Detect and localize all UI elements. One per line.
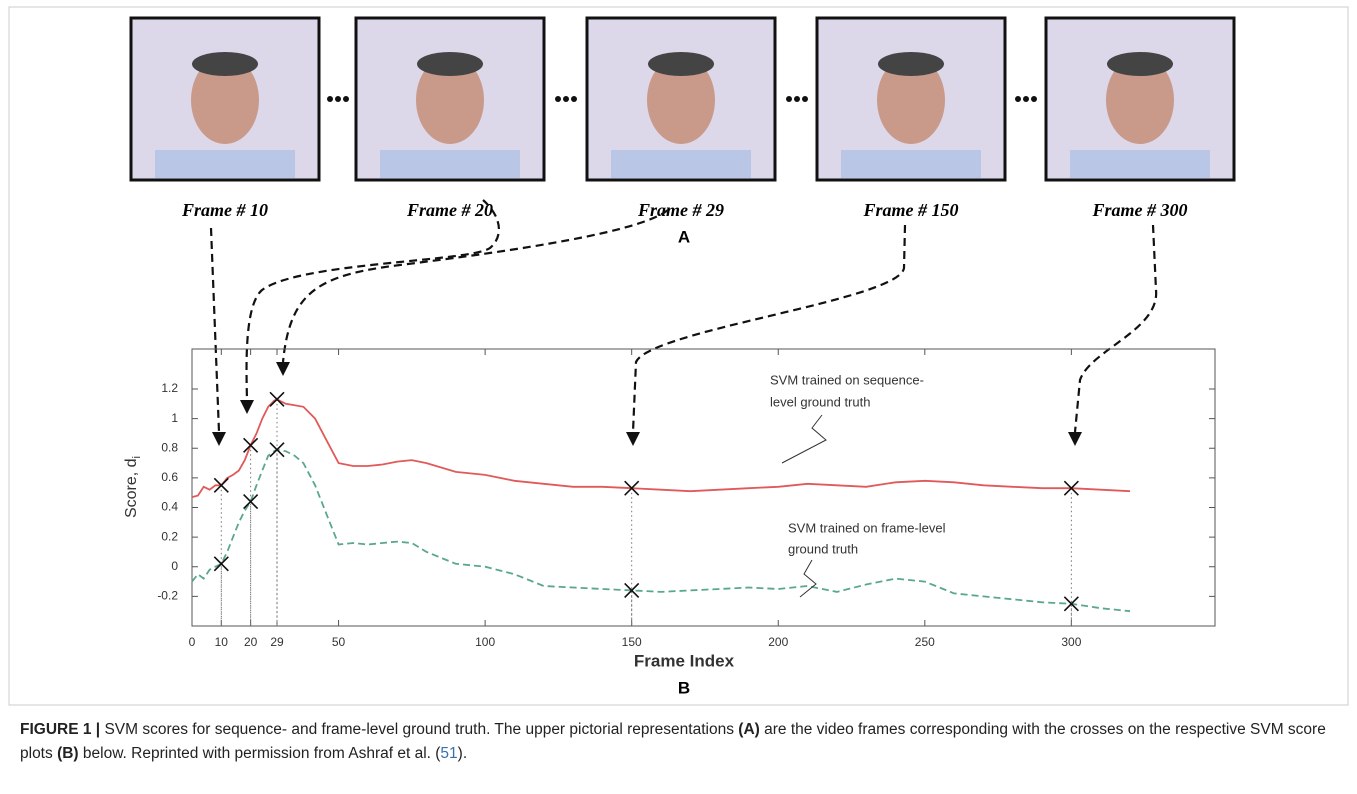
plot: -0.2 0 0.2 0.4 0.6 0.8 1 1.2 0 10 20 29 50 100 150 200 2…	[157, 348, 1216, 649]
y-tick-label: -0.2	[157, 589, 178, 603]
y-axis-label-text: Score, d	[123, 458, 140, 518]
y-axis-label: Score, di	[123, 456, 143, 518]
frame-label: Frame # 150	[862, 200, 958, 220]
cross-marker	[213, 556, 229, 572]
plot-frame	[191, 348, 1216, 627]
x-tick-label: 20	[244, 635, 258, 649]
x-tick-label: 100	[475, 635, 495, 649]
x-tick-label: 0	[189, 635, 196, 649]
caption-run: SVM scores for sequence- and frame-level…	[100, 721, 739, 738]
y-tick-label: 0.6	[161, 470, 178, 484]
y-tick-label: 0.2	[161, 529, 178, 543]
y-tick-label: 0.4	[161, 500, 178, 514]
caption: FIGURE 1 | SVM scores for sequence- and …	[20, 718, 1340, 766]
annotation: SVM trained on frame-level	[788, 520, 946, 535]
x-tick-label: 50	[332, 635, 346, 649]
frame-hair	[417, 52, 483, 76]
y-tick-label: 1	[171, 411, 178, 425]
caption-run: ).	[457, 745, 468, 762]
y-tick-label: 0	[171, 559, 178, 573]
x-axis-label: Frame Index	[634, 651, 735, 670]
caption-run[interactable]: 51	[440, 745, 458, 762]
frame-hair	[878, 52, 944, 76]
cross-marker	[624, 480, 640, 496]
panel-label: A	[678, 227, 690, 246]
cross-marker	[1063, 596, 1079, 612]
annotation-pointer	[781, 414, 827, 464]
cross-marker	[243, 437, 259, 453]
caption-run: are the video frames corresponding with …	[20, 721, 1326, 762]
y-axis-label-subscript: i	[131, 456, 143, 458]
caption-run: FIGURE 1 |	[20, 721, 101, 738]
cross-marker	[213, 477, 229, 493]
y-tick-label: 1.2	[161, 381, 178, 395]
frame-hair	[648, 52, 714, 76]
arrow-heads	[212, 362, 1082, 446]
annotation: level ground truth	[770, 394, 870, 409]
cross-marker	[269, 391, 285, 407]
frame-label: Frame # 10	[181, 200, 268, 220]
annotation: SVM trained on sequence-	[770, 372, 924, 387]
frame-face	[1106, 56, 1174, 144]
y-tick-label: 0.8	[161, 440, 178, 454]
cross-marker	[243, 494, 259, 510]
cross-marker	[1063, 480, 1079, 496]
x-tick-label: 200	[768, 635, 788, 649]
frame-hair	[192, 52, 258, 76]
panel-label: B	[678, 678, 690, 697]
x-tick-label: 29	[270, 635, 284, 649]
frame-face	[191, 56, 259, 144]
frame-shirt	[155, 150, 295, 178]
caption-run: (A)	[738, 721, 760, 738]
figure-border	[8, 6, 1349, 706]
frame-face	[877, 56, 945, 144]
frame-label: Frame # 300	[1091, 200, 1187, 220]
frame-label: Frame # 20	[406, 200, 493, 220]
x-tick-label: 150	[622, 635, 642, 649]
frame-shirt	[611, 150, 751, 178]
frames: Frame # 10 Frame # 20 Frame # 29 Frame # 15…	[129, 16, 1236, 220]
ellipsis-dots	[327, 96, 1037, 102]
x-tick-label: 250	[915, 635, 935, 649]
frame-face	[416, 56, 484, 144]
cross-marker	[624, 582, 640, 599]
cross-marker	[269, 442, 285, 458]
figure: Frame # 10 Frame # 20 Frame # 29 Frame # 15…	[8, 6, 1349, 706]
annotation: ground truth	[788, 541, 858, 556]
frame-shirt	[380, 150, 520, 178]
frame-face	[647, 56, 715, 144]
x-tick-label: 300	[1061, 635, 1081, 649]
caption-run: below. Reprinted with permission from As…	[78, 745, 441, 762]
frame-shirt	[841, 150, 981, 178]
frame-label: Frame # 29	[637, 200, 724, 220]
caption-run: (B)	[57, 745, 79, 762]
pointer-arrows	[209, 199, 1158, 433]
x-tick-label: 10	[215, 635, 229, 649]
frame-shirt	[1070, 150, 1210, 178]
series-line	[191, 448, 1131, 613]
annotation-pointer	[799, 559, 817, 598]
frame-hair	[1107, 52, 1173, 76]
series-line	[191, 398, 1131, 498]
